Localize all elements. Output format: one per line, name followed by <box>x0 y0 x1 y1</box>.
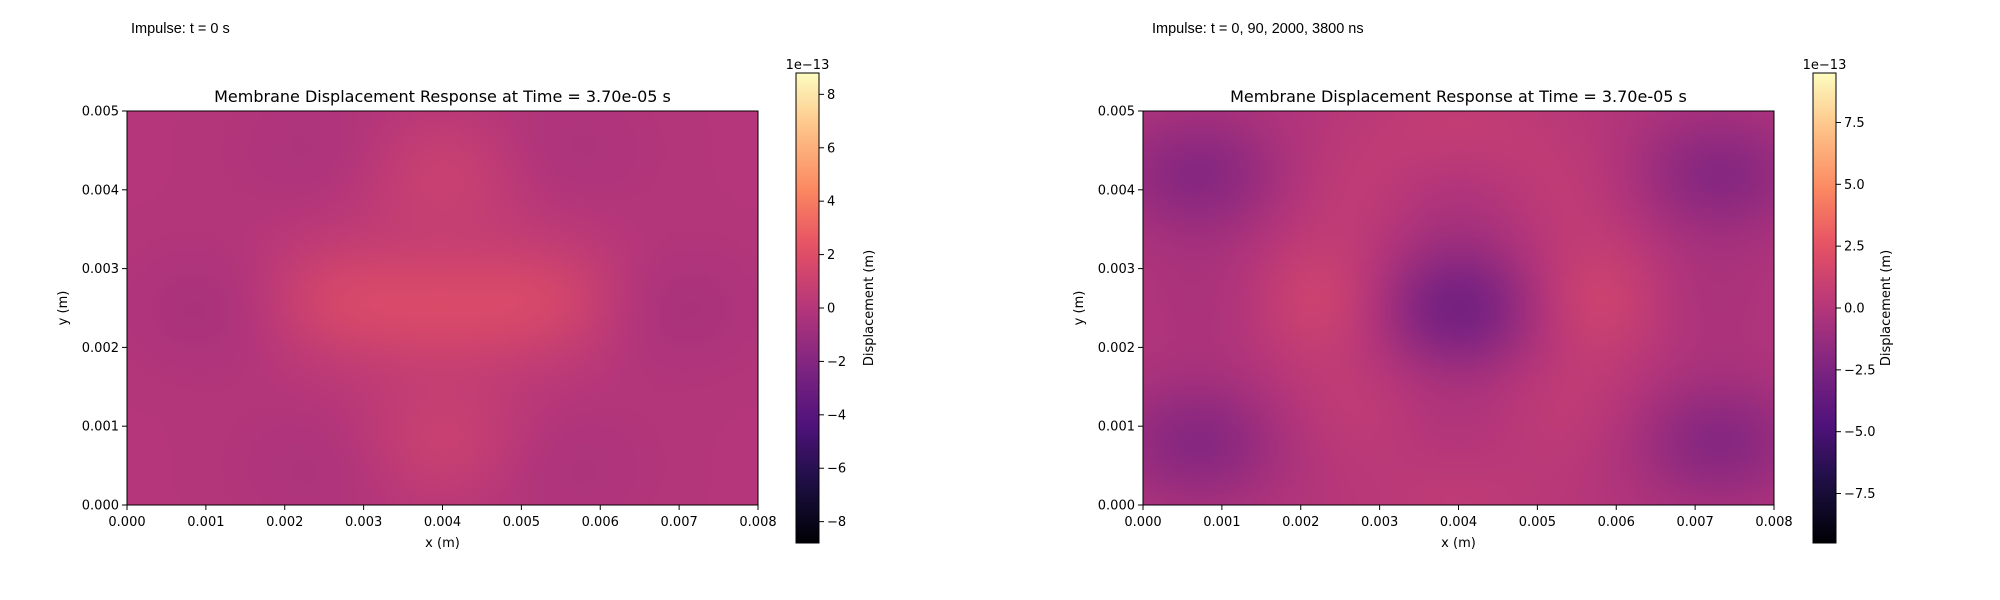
colorbar-offset-label: 1e−13 <box>1803 58 1847 73</box>
y-tick-label: 0.005 <box>1098 105 1135 120</box>
impulse-label-right: Impulse: t = 0, 90, 2000, 3800 ns <box>1152 21 1364 37</box>
colorbar-tick-label: 4 <box>827 195 835 210</box>
x-axis-label: x (m) <box>425 536 460 551</box>
colorbar-offset-label: 1e−13 <box>786 58 830 73</box>
colorbar-tick-label: 0 <box>827 302 835 317</box>
colorbar-tick-label: 5.0 <box>1844 178 1865 193</box>
y-tick-label: 0.002 <box>82 341 119 356</box>
colorbar-label: Displacement (m) <box>862 250 877 366</box>
colorbar-tick-label: 6 <box>827 141 835 156</box>
impulse-label-left: Impulse: t = 0 s <box>131 21 230 37</box>
x-tick-label: 0.001 <box>1203 515 1240 530</box>
x-tick-label: 0.006 <box>1598 515 1635 530</box>
x-tick-label: 0.002 <box>266 515 303 530</box>
x-tick-label: 0.007 <box>661 515 698 530</box>
x-tick-label: 0.002 <box>1282 515 1319 530</box>
heatmap-image <box>1143 111 1774 505</box>
y-tick-label: 0.000 <box>1098 499 1135 514</box>
colorbar-tick-label: 2.5 <box>1844 240 1865 255</box>
colorbar <box>1812 72 1837 544</box>
chart-title: Membrane Displacement Response at Time =… <box>214 87 671 106</box>
y-tick-label: 0.005 <box>82 105 119 120</box>
heatmap-image <box>127 111 758 505</box>
y-axis-label: y (m) <box>56 291 71 326</box>
x-tick-label: 0.004 <box>1440 515 1477 530</box>
colorbar-tick-label: −8 <box>827 515 846 530</box>
chart-panel-right: 0.000 0.001 0.002 0.003 0.004 0.005 0.006 0.007… <box>1072 58 1894 551</box>
x-tick-label: 0.001 <box>187 515 224 530</box>
y-tick-label: 0.004 <box>82 183 119 198</box>
x-tick-label: 0.006 <box>582 515 619 530</box>
colorbar-tick-label: −2 <box>827 355 846 370</box>
x-tick-label: 0.003 <box>345 515 382 530</box>
x-tick-label: 0.008 <box>1755 515 1792 530</box>
colorbar-tick-label: 0.0 <box>1844 302 1865 317</box>
colorbar-tick-label: −2.5 <box>1844 363 1876 378</box>
colorbar-tick-label: −4 <box>827 408 846 423</box>
colorbar-tick-label: −7.5 <box>1844 487 1876 502</box>
chart-title: Membrane Displacement Response at Time =… <box>1230 87 1687 106</box>
y-tick-label: 0.002 <box>1098 341 1135 356</box>
x-axis-label: x (m) <box>1441 536 1476 551</box>
x-tick-label: 0.008 <box>739 515 776 530</box>
x-tick-label: 0.003 <box>1361 515 1398 530</box>
x-tick-label: 0.000 <box>108 515 145 530</box>
y-tick-label: 0.001 <box>82 420 119 435</box>
colorbar-tick-label: 8 <box>827 88 835 103</box>
x-tick-label: 0.007 <box>1677 515 1714 530</box>
colorbar-tick-label: −6 <box>827 462 846 477</box>
y-tick-label: 0.003 <box>1098 262 1135 277</box>
x-tick-label: 0.005 <box>503 515 540 530</box>
colorbar-tick-label: 2 <box>827 248 835 263</box>
y-tick-label: 0.001 <box>1098 420 1135 435</box>
colorbar-tick-label: 7.5 <box>1844 116 1865 131</box>
colorbar <box>795 72 820 544</box>
y-axis-label: y (m) <box>1072 291 1087 326</box>
y-tick-label: 0.003 <box>82 262 119 277</box>
x-tick-label: 0.005 <box>1519 515 1556 530</box>
x-tick-label: 0.000 <box>1124 515 1161 530</box>
colorbar-label: Displacement (m) <box>1879 250 1894 366</box>
y-tick-label: 0.000 <box>82 499 119 514</box>
colorbar-tick-label: −5.0 <box>1844 425 1876 440</box>
x-tick-label: 0.004 <box>424 515 461 530</box>
y-tick-label: 0.004 <box>1098 183 1135 198</box>
chart-panel-left: 0.000 0.001 0.002 0.003 0.004 0.005 0.006 0.007… <box>56 58 877 551</box>
